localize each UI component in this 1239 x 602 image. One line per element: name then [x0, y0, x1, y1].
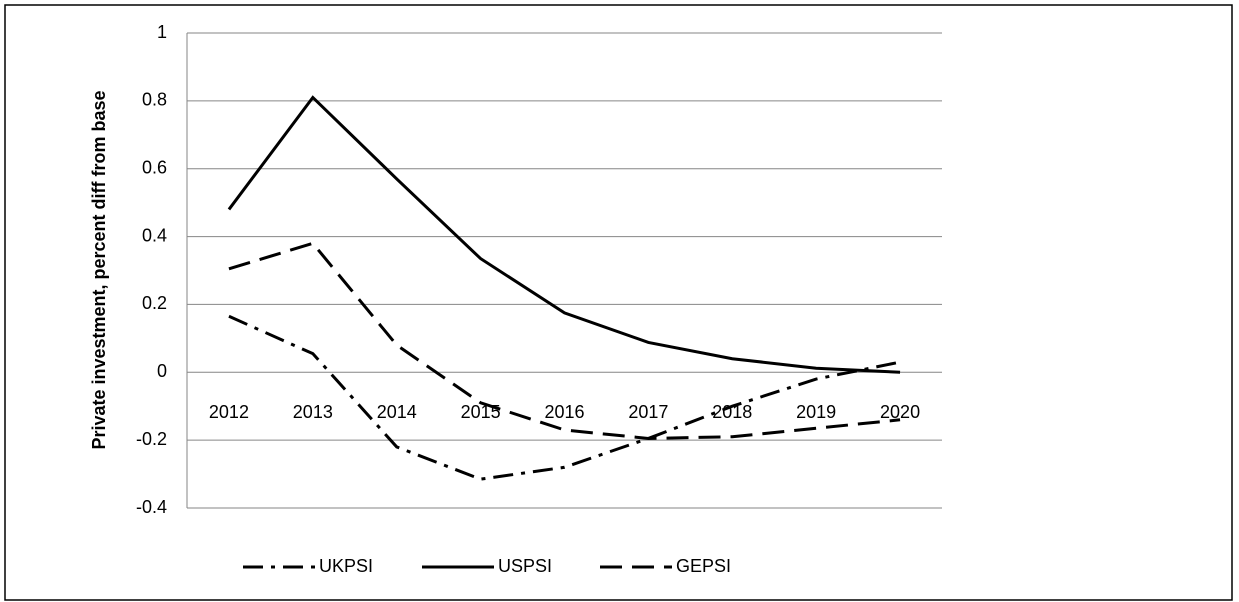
x-tick-label: 2019 [796, 402, 836, 422]
y-tick-label: -0.2 [136, 429, 167, 449]
x-tick-label: 2014 [377, 402, 417, 422]
y-tick-label: -0.4 [136, 497, 167, 517]
y-tick-label: 1 [157, 22, 167, 42]
series-line [228, 241, 901, 440]
x-tick-label: 2016 [544, 402, 584, 422]
y-tick-label: 0.4 [142, 225, 167, 245]
x-tick-label: 2020 [880, 402, 920, 422]
x-tick-label: 2012 [209, 402, 249, 422]
y-tick-label: 0.2 [142, 293, 167, 313]
series-line [228, 314, 901, 481]
x-tick-label: 2017 [628, 402, 668, 422]
y-tick-label: 0.6 [142, 157, 167, 177]
x-tick-label: 2018 [712, 402, 752, 422]
x-tick-label: 2013 [293, 402, 333, 422]
legend-label: USPSI [498, 556, 552, 576]
legend-label: UKPSI [319, 556, 373, 576]
y-tick-label: 0 [157, 361, 167, 381]
y-tick-label: 0.8 [142, 90, 167, 110]
x-tick-label: 2015 [461, 402, 501, 422]
y-axis-title: Private investment, percent diff from ba… [89, 90, 109, 449]
legend-label: GEPSI [676, 556, 731, 576]
chart-frame [4, 4, 1233, 601]
series-line [227, 95, 901, 374]
